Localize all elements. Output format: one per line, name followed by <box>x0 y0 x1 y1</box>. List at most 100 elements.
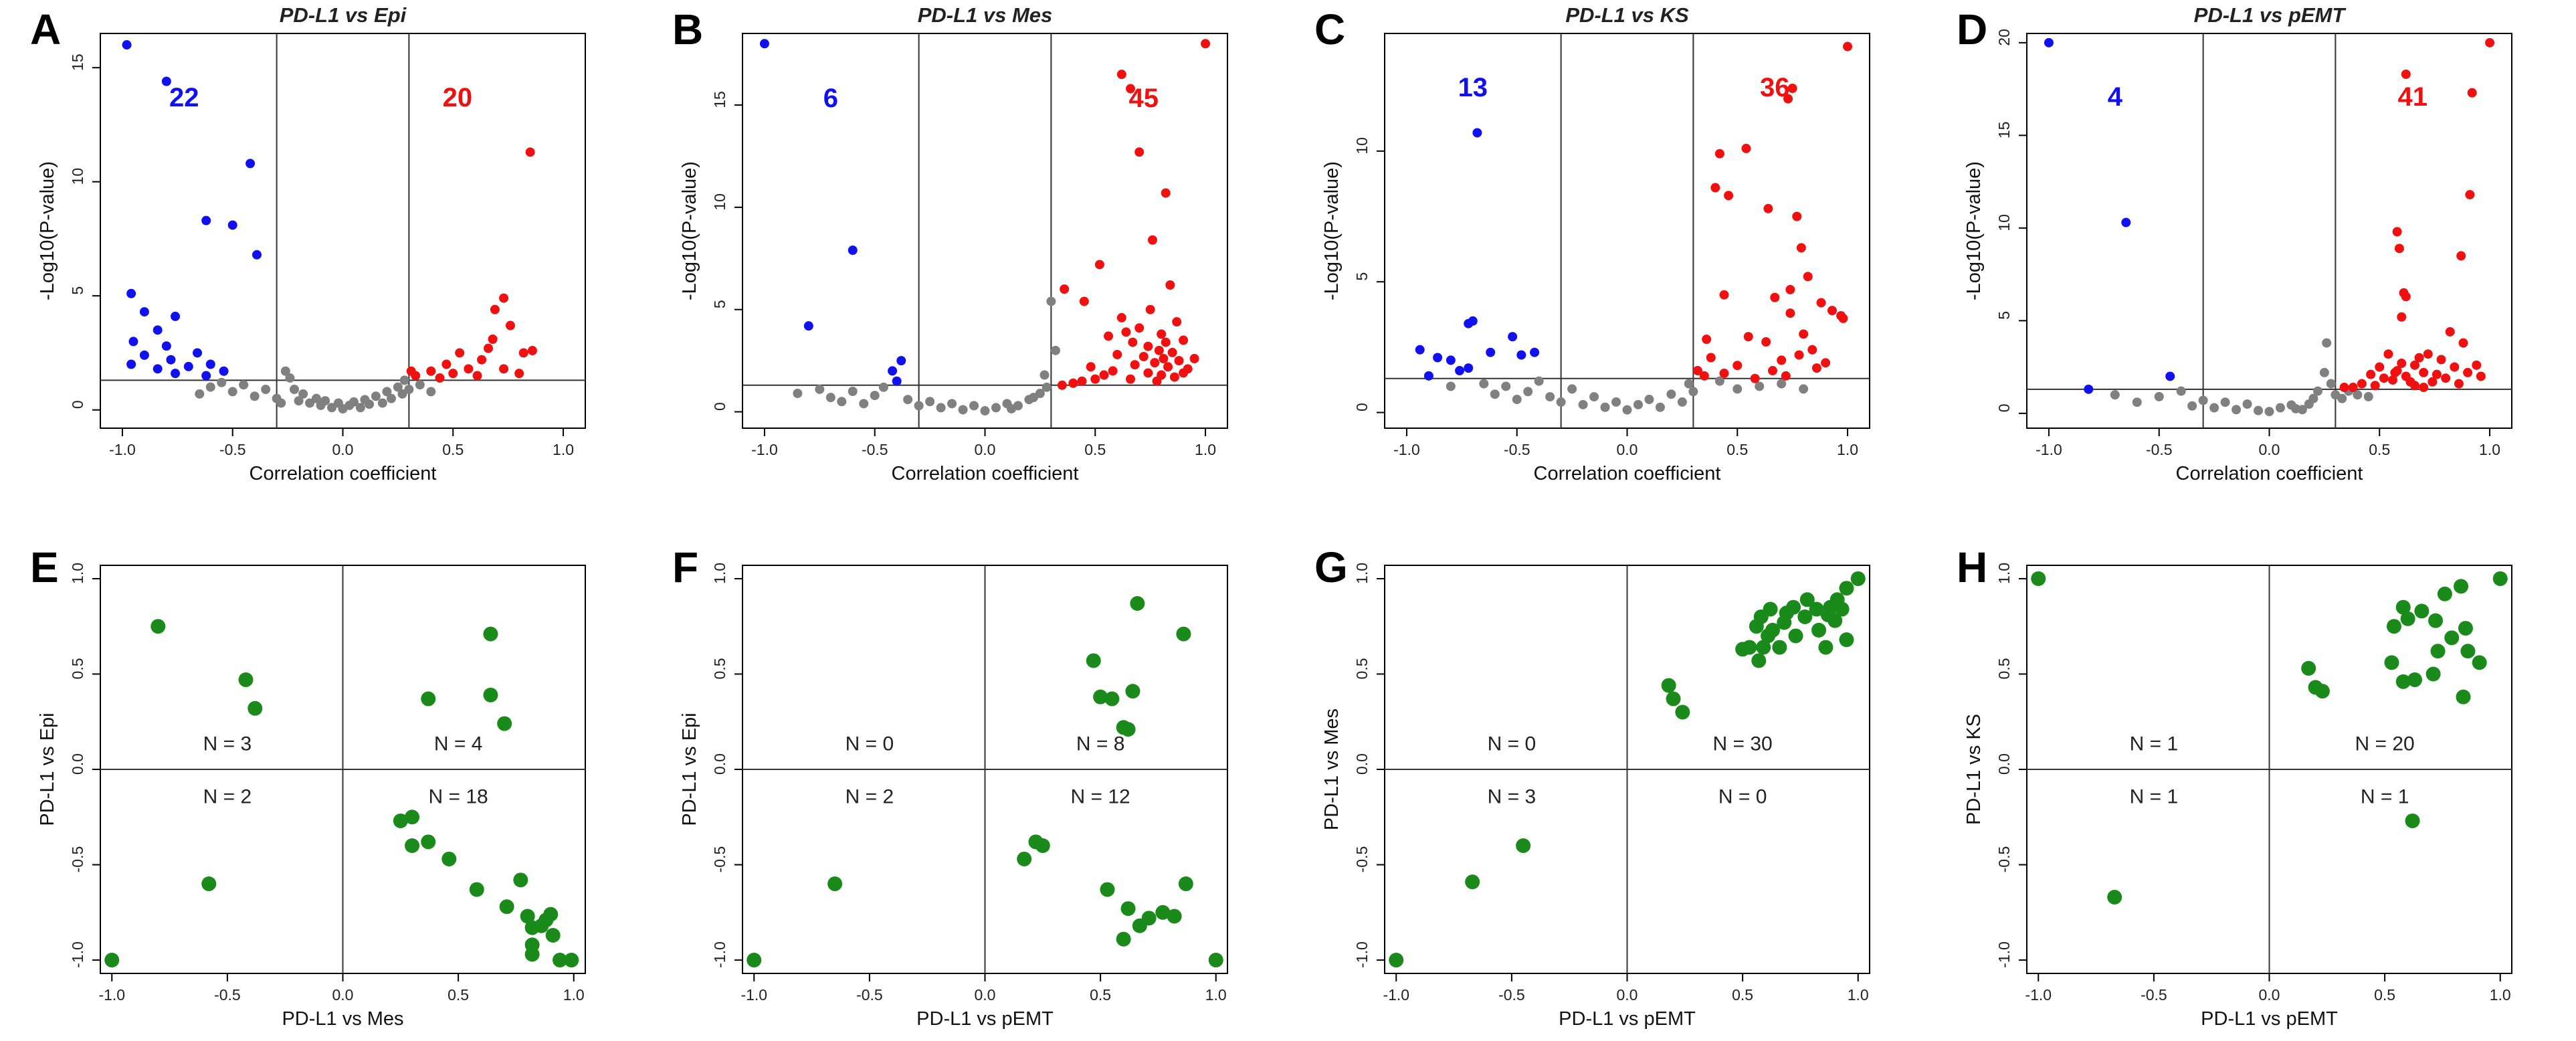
quadrant-count-br: N = 18 <box>429 786 488 808</box>
point <box>1465 874 1480 890</box>
point-positive <box>1057 380 1067 390</box>
point-positive <box>426 366 436 376</box>
point <box>747 953 762 968</box>
point-ns <box>2209 403 2219 413</box>
y-tick-label: 5 <box>1995 311 2013 320</box>
point-positive <box>514 369 524 379</box>
x-tick-label: 1.0 <box>2490 986 2511 1004</box>
point-positive <box>2394 244 2404 254</box>
point <box>2428 613 2444 628</box>
point <box>564 953 579 968</box>
point <box>2454 579 2469 594</box>
point-positive <box>1161 188 1171 198</box>
point <box>1666 691 1681 706</box>
point-ns <box>2198 395 2208 405</box>
point-ns <box>1600 402 1610 412</box>
y-tick-label: 0 <box>69 400 86 409</box>
point-positive <box>1781 371 1791 381</box>
point-positive <box>1116 70 1126 80</box>
point <box>1389 953 1404 968</box>
x-tick-label: -0.5 <box>2141 986 2167 1004</box>
point-ns <box>2242 399 2252 409</box>
point <box>1176 626 1191 642</box>
point-positive <box>1777 355 1787 365</box>
quadrant-count-bl: N = 1 <box>2130 786 2179 808</box>
point-ns <box>2154 391 2164 401</box>
point-positive <box>1189 354 1199 364</box>
point <box>2405 813 2420 828</box>
point-negative <box>219 366 229 376</box>
point-ns <box>2220 397 2230 407</box>
panel-letter: A <box>30 5 61 54</box>
point-positive <box>1145 304 1155 314</box>
positive-count-label: 36 <box>1760 73 1790 102</box>
point-positive <box>1179 368 1189 378</box>
point-ns <box>2337 393 2347 403</box>
point-positive <box>488 334 498 344</box>
point-ns <box>276 398 286 408</box>
quadrant-count-bl: N = 3 <box>1488 786 1537 808</box>
point-positive <box>1079 296 1089 306</box>
point-negative <box>896 356 906 366</box>
point-ns <box>2176 386 2186 396</box>
point-positive <box>2390 367 2400 377</box>
point-ns <box>958 405 968 415</box>
x-tick-label: 1.0 <box>553 441 574 458</box>
point-positive <box>1161 337 1171 347</box>
point-positive <box>464 364 474 374</box>
quadrant-count-br: N = 12 <box>1071 786 1130 808</box>
point-ns <box>280 366 290 376</box>
point-negative <box>2165 371 2175 381</box>
point-ns <box>991 403 1001 413</box>
point <box>2400 611 2415 626</box>
point-positive <box>1843 41 1853 52</box>
point-positive <box>1724 191 1734 201</box>
quadrant-count-tl: N = 1 <box>2130 733 2179 755</box>
x-axis-label: PD-L1 vs pEMT <box>2201 1008 2338 1030</box>
point-positive <box>2410 381 2419 391</box>
point-negative <box>2044 37 2054 48</box>
point-positive <box>2458 338 2468 348</box>
point <box>1120 901 1136 917</box>
point-ns <box>290 385 299 395</box>
point-negative <box>161 341 171 351</box>
point-ns <box>1446 381 1456 391</box>
point-positive <box>2339 383 2349 393</box>
point-ns <box>195 389 205 399</box>
point <box>2472 655 2487 670</box>
point-negative <box>193 348 202 358</box>
positive-count-label: 20 <box>443 83 473 112</box>
y-tick-label: 15 <box>1995 122 2013 139</box>
point-positive <box>1152 376 1162 386</box>
panel-letter: E <box>30 543 59 591</box>
x-tick-label: -1.0 <box>1383 986 1409 1004</box>
x-tick-label: -1.0 <box>98 986 125 1004</box>
point-positive <box>1143 341 1153 351</box>
point-negative <box>166 355 176 365</box>
x-tick-label: 0.0 <box>2259 441 2280 458</box>
y-axis-label: PD-L1 vs Epi <box>679 713 700 826</box>
x-tick-label: 0.0 <box>332 986 354 1004</box>
negative-count-label: 22 <box>169 83 199 112</box>
point-positive <box>1761 337 1771 347</box>
point-positive <box>1159 354 1169 364</box>
y-tick-label: 1.0 <box>1353 563 1371 584</box>
x-tick-label: 0.5 <box>448 986 469 1004</box>
point-ns <box>1799 384 1809 394</box>
point-ns <box>320 396 330 406</box>
point-ns <box>415 380 425 390</box>
point <box>1120 722 1136 737</box>
point <box>247 700 263 716</box>
point-positive <box>1799 329 1809 339</box>
point-ns <box>1589 392 1599 402</box>
point-positive <box>1741 143 1751 153</box>
point-ns <box>2319 367 2329 377</box>
point-negative <box>252 250 262 260</box>
point-positive <box>1143 368 1153 378</box>
panel-c: C PD-L1 vs KS -1.0 -0.5 0.0 0.5 1.0 0 5 10 Correla… <box>1314 3 1870 484</box>
y-tick-label: 20 <box>1995 29 2013 46</box>
point-ns <box>261 385 271 395</box>
panel-letter: B <box>672 5 703 54</box>
point-positive <box>1792 211 1802 221</box>
